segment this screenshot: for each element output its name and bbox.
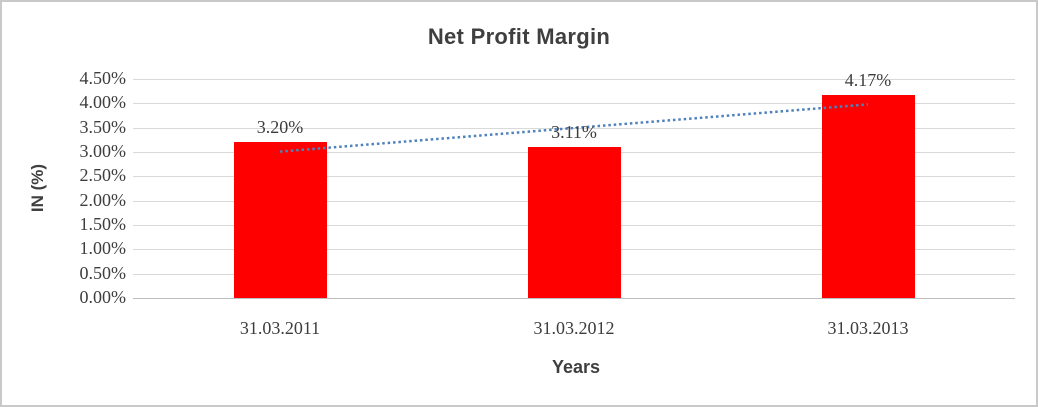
y-tick-label: 2.00%: [79, 190, 127, 210]
y-tick-label: 1.00%: [79, 238, 127, 258]
data-label: 4.17%: [844, 70, 892, 90]
bar: [822, 95, 915, 298]
y-tick-label: 2.50%: [79, 165, 127, 185]
gridline: [133, 79, 1015, 80]
x-tick-label: 31.03.2012: [533, 318, 615, 338]
x-axis-line: [133, 298, 1015, 299]
y-axis-title: IN (%): [28, 163, 47, 213]
data-label: 3.11%: [551, 122, 597, 142]
bar: [234, 142, 327, 298]
chart-title: Net Profit Margin: [427, 24, 611, 49]
bar: [528, 146, 621, 298]
y-tick-label: 3.50%: [79, 117, 127, 137]
y-tick-label: 3.00%: [79, 141, 127, 161]
x-tick-label: 31.03.2011: [239, 318, 321, 338]
y-tick-label: 1.50%: [79, 214, 127, 234]
x-tick-label: 31.03.2013: [827, 318, 909, 338]
y-tick-label: 4.00%: [79, 92, 127, 112]
y-tick-label: 0.00%: [79, 287, 127, 307]
data-label: 3.20%: [256, 117, 304, 137]
x-axis-title: Years: [551, 357, 601, 377]
y-tick-label: 0.50%: [79, 263, 127, 283]
y-tick-label: 4.50%: [79, 68, 127, 88]
